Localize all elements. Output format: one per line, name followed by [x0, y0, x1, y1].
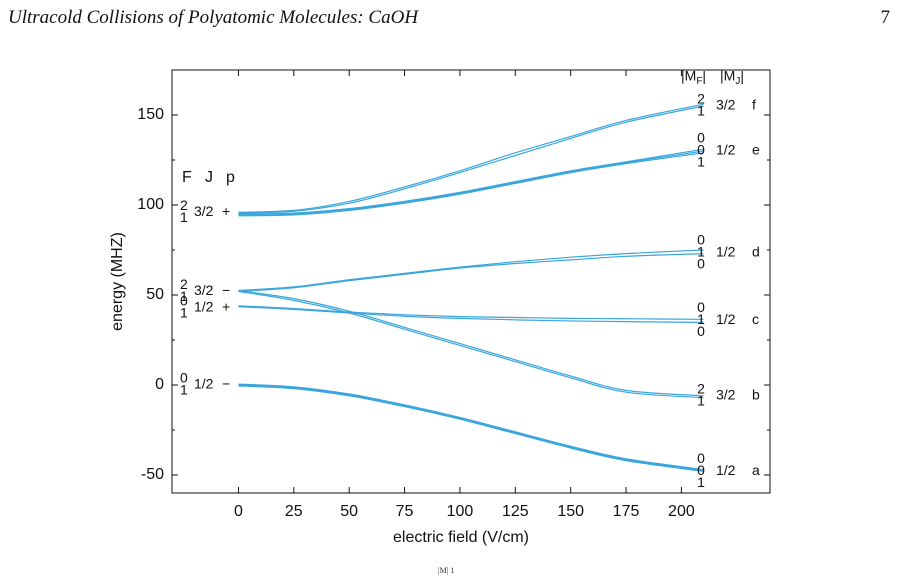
x-tick-label: 175: [613, 503, 640, 520]
right-header-mf: |MF|: [681, 68, 706, 87]
series-line: [238, 148, 704, 215]
right-label-letter: e: [752, 142, 760, 158]
series-line: [238, 306, 704, 323]
series-line: [238, 383, 704, 471]
right-label-mf: 0: [697, 130, 705, 146]
left-label-f-top: 0: [180, 292, 188, 308]
right-label-mf: 2: [697, 381, 705, 397]
right-label-mf: 0: [697, 299, 705, 315]
footer-fragment: |M| 1: [438, 566, 455, 575]
right-label-mf: 1: [697, 243, 705, 259]
x-tick-label: 0: [234, 503, 243, 520]
right-label-letter: f: [752, 97, 756, 113]
x-tick-label: 75: [396, 503, 414, 520]
series-line: [238, 105, 704, 214]
right-label-mj: 1/2: [716, 142, 736, 158]
x-tick-label: 50: [340, 503, 358, 520]
left-label-f-bottom: 1: [180, 209, 188, 225]
plot-frame: [171, 69, 771, 494]
y-tick-label: 50: [146, 286, 164, 303]
right-label-mf: 0: [697, 462, 705, 478]
left-label-j: 3/2: [194, 282, 214, 298]
right-label-mf: 0: [697, 142, 705, 158]
right-label-mf: 0: [697, 231, 705, 247]
right-label-mf: 0: [697, 450, 705, 466]
left-label-f-bottom: 1: [180, 304, 188, 320]
series-line: [238, 289, 704, 397]
series-line: [238, 384, 704, 472]
y-tick-label: 0: [155, 376, 164, 393]
left-label-j: 1/2: [194, 376, 214, 392]
right-label-mf: 0: [697, 255, 705, 271]
series-line: [238, 385, 704, 472]
right-label-mf: 2: [697, 91, 705, 107]
x-axis-label: electric field (V/cm): [393, 529, 529, 546]
series-line: [238, 152, 704, 217]
left-label-p: −: [222, 376, 230, 392]
right-label-letter: c: [752, 311, 759, 327]
series-line: [238, 290, 704, 399]
right-label-mj: 1/2: [716, 243, 736, 259]
left-label-f-top: 0: [180, 370, 188, 386]
left-label-f-bottom: 1: [180, 382, 188, 398]
right-header-mj: |MJ|: [720, 68, 744, 87]
right-label-mf: 0: [697, 323, 705, 339]
x-tick-label: 125: [502, 503, 529, 520]
left-header-f: F: [182, 169, 192, 186]
right-label-mf: 1: [697, 393, 705, 409]
y-tick-label: 150: [137, 106, 164, 123]
left-label-j: 1/2: [194, 298, 214, 314]
left-header-j: J: [205, 169, 213, 186]
series-line: [238, 253, 704, 292]
y-axis-label: energy (MHZ): [109, 232, 126, 331]
x-tick-label: 100: [447, 503, 474, 520]
right-label-mf: 1: [697, 474, 705, 490]
series-line: [238, 103, 704, 213]
left-label-f-top: 2: [180, 197, 188, 213]
right-label-mj: 1/2: [716, 462, 736, 478]
x-tick-label: 25: [285, 503, 303, 520]
series-line: [238, 249, 704, 292]
right-label-mj: 1/2: [716, 311, 736, 327]
page-header: Ultracold Collisions of Polyatomic Molec…: [0, 0, 898, 40]
series-line: [238, 150, 704, 216]
page-number: 7: [880, 7, 891, 28]
left-label-f-top: 2: [180, 276, 188, 292]
series-line: [238, 305, 704, 320]
x-tick-label: 150: [557, 503, 584, 520]
x-tick-label: 200: [668, 503, 695, 520]
left-label-p: −: [222, 282, 230, 298]
right-label-mf: 1: [697, 103, 705, 119]
right-label-letter: d: [752, 243, 760, 259]
right-label-mf: 1: [697, 311, 705, 327]
right-label-mj: 3/2: [716, 97, 736, 113]
right-label-mj: 3/2: [716, 387, 736, 403]
left-label-p: +: [222, 203, 230, 219]
left-label-p: +: [222, 298, 230, 314]
left-label-f-bottom: 1: [180, 288, 188, 304]
y-tick-label: 100: [137, 196, 164, 213]
left-label-j: 3/2: [194, 203, 214, 219]
left-header-p: p: [226, 169, 235, 186]
running-title: Ultracold Collisions of Polyatomic Molec…: [8, 7, 419, 28]
right-label-letter: b: [752, 387, 760, 403]
right-label-mf: 1: [697, 154, 705, 170]
right-label-letter: a: [752, 462, 760, 478]
y-tick-label: -50: [141, 466, 164, 483]
